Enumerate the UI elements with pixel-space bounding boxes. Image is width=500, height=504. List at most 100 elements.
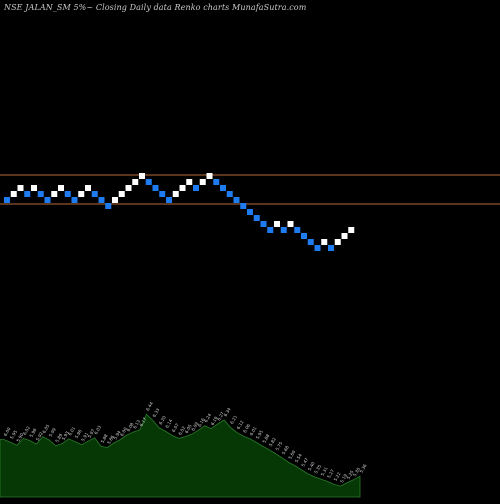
renko-brick-down xyxy=(159,191,166,197)
volume-value-label: 6.17 xyxy=(138,416,147,427)
renko-brick-down xyxy=(260,221,267,227)
renko-brick-down xyxy=(4,197,10,203)
volume-value-label: 5.86 xyxy=(106,434,115,445)
renko-brick-down xyxy=(24,191,31,197)
volume-value-label: 5.31 xyxy=(320,466,329,477)
volume-value-label: 5.22 xyxy=(333,471,342,482)
renko-brick-up xyxy=(58,185,64,191)
volume-value-label: 5.96 xyxy=(74,428,83,439)
renko-brick-up xyxy=(118,191,125,197)
renko-brick-up xyxy=(17,185,24,191)
renko-brick-up xyxy=(206,173,213,179)
site-label: MunafaSutra.com xyxy=(232,3,307,12)
volume-value-label: 6.05 xyxy=(184,423,193,434)
volume-value-label: 5.97 xyxy=(87,428,96,439)
renko-brick-down xyxy=(253,215,260,221)
renko-brick-down xyxy=(213,179,220,185)
volume-value-label: 6.06 xyxy=(242,423,251,434)
renko-brick-down xyxy=(267,227,274,233)
volume-value-label: 6.13 xyxy=(132,419,141,430)
volume-value-label: 6.03 xyxy=(93,424,102,435)
renko-brick-up xyxy=(85,185,91,191)
renko-brick-down xyxy=(37,191,44,197)
volume-value-label: 5.35 xyxy=(313,464,322,475)
volume-value-label: 6.05 xyxy=(41,423,50,434)
volume-value-label: 5.75 xyxy=(274,441,283,452)
renko-brick-up xyxy=(112,197,118,203)
volume-value-label: 5.47 xyxy=(300,457,309,468)
renko-brick-up xyxy=(31,185,37,191)
renko-brick-down xyxy=(145,179,152,185)
volume-value-label: 5.27 xyxy=(326,468,335,479)
volume-value-label: 5.94 xyxy=(113,430,122,441)
volume-value-label: 5.95 xyxy=(255,429,264,440)
renko-brick-up xyxy=(274,221,280,227)
volume-value-label: 6.20 xyxy=(158,415,167,426)
volume-value-label: 6.16 xyxy=(197,417,206,428)
renko-brick-down xyxy=(220,185,226,191)
volume-value-label: 5.36 xyxy=(359,463,368,474)
volume-value-label: 5.25 xyxy=(346,469,355,480)
renko-brick-down xyxy=(152,185,159,191)
volume-value-label: 5.95 xyxy=(9,429,18,440)
volume-value-label: 5.88 xyxy=(100,433,109,444)
renko-brick-down xyxy=(328,245,334,251)
renko-brick-up xyxy=(51,191,58,197)
volume-area xyxy=(0,413,361,498)
renko-brick-up xyxy=(125,185,132,191)
renko-brick-up xyxy=(334,239,341,245)
volume-value-label: 6.00 xyxy=(3,426,12,437)
renko-brick-down xyxy=(98,197,105,203)
renko-brick-down xyxy=(233,197,240,203)
renko-brick-down xyxy=(71,197,78,203)
volume-value-label: 5.19 xyxy=(339,473,348,484)
renko-brick-down xyxy=(64,191,71,197)
volume-value-label: 6.33 xyxy=(151,407,160,418)
volume-value-label: 6.21 xyxy=(229,414,238,425)
volume-value-label: 6.08 xyxy=(126,422,135,433)
renko-brick-down xyxy=(307,239,314,245)
volume-value-label: 6.02 xyxy=(22,425,31,436)
renko-brick-down xyxy=(301,233,307,239)
renko-brick-down xyxy=(166,197,172,203)
volume-value-label: 5.88 xyxy=(261,433,270,444)
renko-brick-up xyxy=(10,191,17,197)
renko-brick-down xyxy=(280,227,287,233)
volume-value-label: 6.34 xyxy=(223,407,232,418)
volume-value-label: 6.01 xyxy=(67,426,76,437)
renko-brick-down xyxy=(193,185,199,191)
volume-value-label: 6.01 xyxy=(249,426,258,437)
renko-brick-down xyxy=(44,197,51,203)
volume-value-label: 5.40 xyxy=(307,461,316,472)
volume-value-label: 5.60 xyxy=(287,449,296,460)
renko-brick-down xyxy=(105,203,112,209)
renko-brick-up xyxy=(179,185,186,191)
chart-description: Closing Daily data Renko charts xyxy=(95,3,230,12)
volume-value-label: 6.24 xyxy=(203,412,212,423)
renko-brick-down xyxy=(294,227,301,233)
volume-value-label: 5.30 xyxy=(352,466,361,477)
chart-header: NSE JALAN_SM 5%~ Closing Daily data Renk… xyxy=(4,3,307,12)
renko-brick-up xyxy=(348,227,355,233)
box-size-label: 5% xyxy=(73,3,87,12)
renko-brick-down xyxy=(314,245,321,251)
volume-value-label: 5.54 xyxy=(294,453,303,464)
volume-value-label: 5.89 xyxy=(54,432,63,443)
renko-brick-up xyxy=(78,191,85,197)
renko-brick-down xyxy=(226,191,233,197)
renko-brick-down xyxy=(240,203,247,209)
volume-value-label: 6.27 xyxy=(216,411,225,422)
renko-brick-up xyxy=(172,191,179,197)
renko-brick-up xyxy=(139,173,145,179)
renko-brick-up xyxy=(287,221,294,227)
volume-value-label: 5.93 xyxy=(61,430,70,441)
renko-brick-down xyxy=(247,209,253,215)
renko-brick-up xyxy=(199,179,206,185)
volume-value-label: 5.68 xyxy=(281,445,290,456)
volume-value-label: 6.12 xyxy=(236,419,245,430)
volume-value-label: 6.09 xyxy=(190,421,199,432)
renko-brick-up xyxy=(132,179,139,185)
renko-brick-up xyxy=(186,179,193,185)
